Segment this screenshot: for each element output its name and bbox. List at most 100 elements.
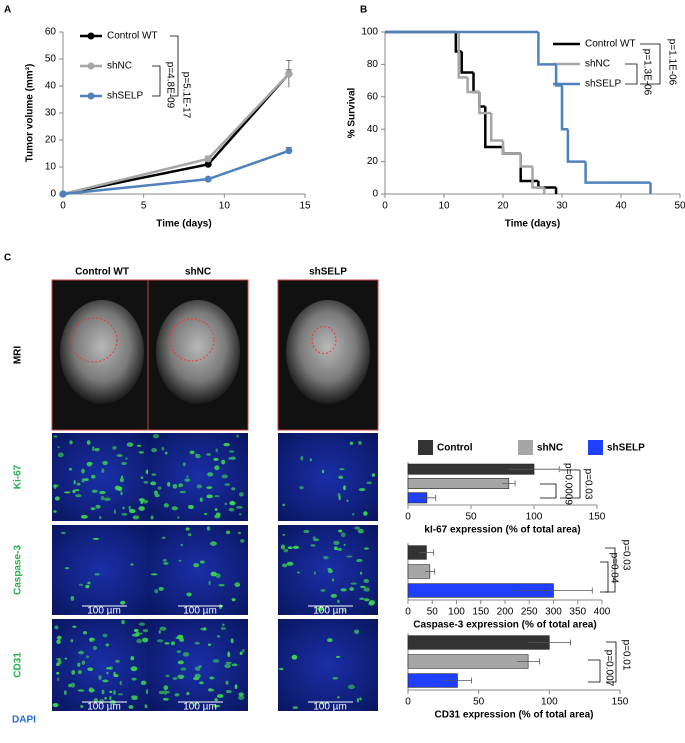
green-signal <box>210 571 217 577</box>
legend-label: shSELP <box>107 91 143 102</box>
green-signal <box>102 679 109 683</box>
green-signal <box>297 571 300 574</box>
x-axis-label: kI-67 expression (% of total area) <box>424 525 580 536</box>
green-signal <box>214 495 220 498</box>
significance-bracket <box>625 63 638 85</box>
x-tick-label: 30 <box>556 201 568 212</box>
green-signal <box>212 659 220 663</box>
x-tick-label: 100 <box>448 607 465 618</box>
green-signal <box>138 506 145 511</box>
green-signal <box>128 505 131 511</box>
green-signal <box>136 444 142 447</box>
y-tick-label: 50 <box>45 54 57 65</box>
green-signal <box>218 583 225 587</box>
green-signal <box>129 509 136 514</box>
green-signal <box>72 625 77 628</box>
green-signal <box>354 526 360 530</box>
green-signal <box>215 448 219 453</box>
scale-label: 100 µm <box>183 606 217 617</box>
data-point <box>204 175 212 183</box>
bar <box>407 654 529 669</box>
fluorescence-image <box>148 525 248 615</box>
legend-marker <box>87 32 95 40</box>
green-signal <box>130 666 138 672</box>
panel-label: A <box>4 5 11 16</box>
green-signal <box>237 531 241 535</box>
x-axis-label: Time (days) <box>156 219 211 230</box>
column-header: shSELP <box>309 267 347 278</box>
green-signal <box>287 546 293 550</box>
green-signal <box>199 560 205 564</box>
x-tick-label: 50 <box>473 697 485 708</box>
green-signal <box>358 441 362 445</box>
green-signal <box>238 695 245 700</box>
green-signal <box>352 512 355 516</box>
green-signal <box>86 655 89 659</box>
green-signal <box>61 531 66 535</box>
green-signal <box>177 674 185 680</box>
green-signal <box>99 490 106 495</box>
green-signal <box>70 639 74 643</box>
green-signal <box>75 494 82 498</box>
green-signal <box>176 650 182 654</box>
green-signal <box>77 670 82 675</box>
green-signal <box>106 671 109 675</box>
green-signal <box>164 451 168 455</box>
green-signal <box>359 697 362 701</box>
green-signal <box>113 509 116 514</box>
green-signal <box>282 503 285 507</box>
green-signal <box>187 533 192 537</box>
green-signal <box>78 583 84 586</box>
green-signal <box>100 495 105 501</box>
green-signal <box>182 652 190 657</box>
green-signal <box>359 597 365 600</box>
fluorescence-image <box>278 619 378 711</box>
survival-step <box>560 85 568 131</box>
green-signal <box>224 483 231 486</box>
green-signal <box>279 667 284 671</box>
green-signal <box>163 685 169 691</box>
green-signal <box>323 555 329 560</box>
error-bar <box>502 480 516 487</box>
green-signal <box>225 680 229 685</box>
green-signal <box>132 515 140 520</box>
green-signal <box>221 459 226 465</box>
green-signal <box>217 635 221 638</box>
error-bar <box>424 568 436 575</box>
green-signal <box>371 473 376 477</box>
green-signal <box>231 663 238 667</box>
significance-bracket <box>152 65 161 97</box>
significance-bracket <box>560 469 581 499</box>
row-label: Ki-67 <box>13 464 24 489</box>
green-signal <box>121 461 127 466</box>
scale-label: 100 µm <box>87 606 121 617</box>
error-bar <box>514 587 593 594</box>
green-signal <box>363 587 366 592</box>
green-signal <box>234 684 238 690</box>
green-signal <box>337 696 340 699</box>
green-signal <box>83 478 89 481</box>
green-signal <box>286 561 294 566</box>
green-signal <box>185 527 190 531</box>
y-tick-label: 60 <box>45 27 57 38</box>
green-signal <box>80 705 84 708</box>
y-tick-label: 100 <box>361 27 378 38</box>
green-signal <box>131 695 138 699</box>
y-axis-label: % Survival <box>347 87 358 138</box>
row-label: MRI <box>13 346 24 365</box>
green-signal <box>130 563 134 566</box>
survival-step <box>566 129 586 163</box>
green-signal <box>177 634 184 639</box>
green-signal <box>104 497 111 501</box>
green-signal <box>53 435 58 438</box>
green-signal <box>206 526 211 531</box>
green-signal <box>360 571 363 575</box>
green-signal <box>75 488 80 492</box>
green-signal <box>300 456 304 461</box>
green-signal <box>359 585 366 589</box>
row-label: Caspase-3 <box>13 545 24 595</box>
green-signal <box>52 703 59 708</box>
green-signal <box>142 629 149 633</box>
green-signal <box>87 581 91 585</box>
